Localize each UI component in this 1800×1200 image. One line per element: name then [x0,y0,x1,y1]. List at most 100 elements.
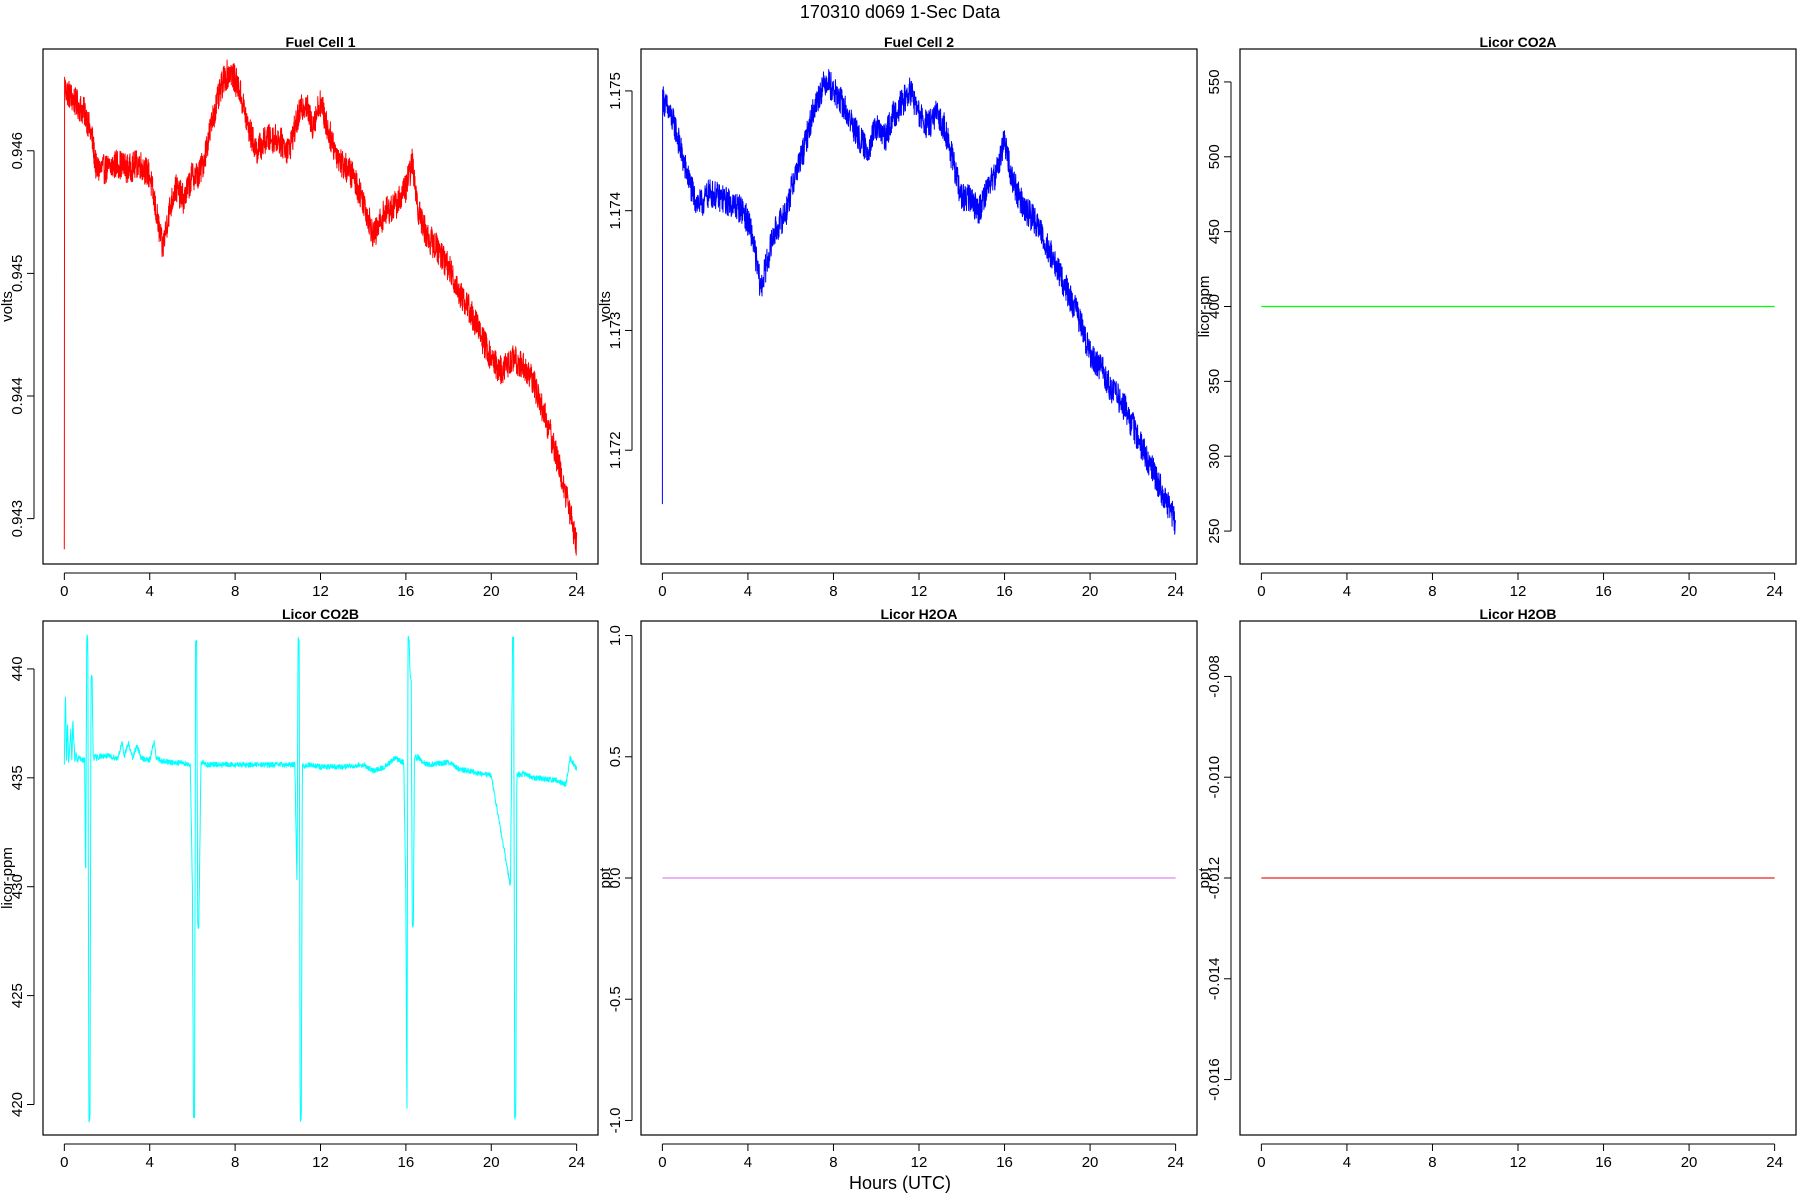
y-tick-label: 0.946 [9,132,26,170]
x-tick-label: 24 [568,583,585,600]
plot-frame [640,620,1198,1136]
x-tick-label: 0 [1257,583,1265,600]
x-tick-label: 24 [1766,1154,1783,1171]
y-tick-label: -0.010 [1206,756,1223,799]
x-tick-label: 12 [911,583,928,600]
x-tick-label: 0 [658,1154,666,1171]
y-tick-label: 1.172 [607,431,624,469]
x-tick-label: 20 [1082,1154,1099,1171]
x-tick-label: 24 [568,1154,585,1171]
x-tick-label: 4 [146,1154,154,1171]
panel-title: Licor H2OA [880,606,957,622]
x-tick-label: 8 [231,583,239,600]
y-tick-label: 1.175 [607,72,624,110]
plot-frame [1239,620,1797,1136]
panel-title: Licor CO2B [282,606,359,622]
y-tick-label: 420 [9,1092,26,1117]
x-tick-label: 16 [996,583,1013,600]
y-tick-label: 0.5 [607,746,624,767]
x-tick-label: 24 [1766,583,1783,600]
y-tick-label: -0.016 [1206,1058,1223,1101]
x-tick-label: 0 [60,1154,68,1171]
x-tick-label: 12 [312,1154,329,1171]
y-axis-label: licor-ppm [1196,276,1213,338]
x-tick-label: 4 [744,1154,752,1171]
figure-title: 170310 d069 1-Sec Data [800,2,1001,22]
y-tick-label: 350 [1206,369,1223,394]
x-tick-label: 4 [146,583,154,600]
panel-1: Fuel Cell 1 0 4 8 12 16 20 24 0.943 0.944 0.945 0.9… [0,34,599,600]
y-tick-label: 435 [9,765,26,790]
x-tick-label: 16 [996,1154,1013,1171]
y-tick-label: 0.944 [9,377,26,415]
y-tick-label: 1.174 [607,192,624,230]
figure-xlabel: Hours (UTC) [849,1173,951,1193]
y-tick-label: 1.173 [607,312,624,350]
y-tick-label: -0.012 [1206,857,1223,900]
x-tick-label: 4 [1343,583,1351,600]
panel-4: Licor CO2B 0 4 8 12 16 20 24 420 425 430 435 440 lico… [0,606,599,1171]
y-tick-label: 1.0 [607,625,624,646]
x-tick-label: 8 [829,1154,837,1171]
y-tick-label: 440 [9,656,26,681]
x-tick-label: 16 [1595,1154,1612,1171]
plot-frame [42,620,599,1136]
x-tick-label: 12 [911,1154,928,1171]
x-tick-label: 20 [1681,1154,1698,1171]
x-tick-label: 24 [1167,583,1184,600]
y-tick-label: -0.014 [1206,958,1223,1001]
y-tick-label: 0.0 [607,868,624,889]
panel-title: Licor CO2A [1479,34,1556,50]
y-tick-label: 0.945 [9,255,26,293]
x-tick-label: 4 [1343,1154,1351,1171]
y-axis-label: volts [597,291,614,322]
y-tick-label: -1.0 [607,1108,624,1134]
y-tick-label: 500 [1206,144,1223,169]
y-tick-label: -0.008 [1206,655,1223,698]
y-tick-label: 0.943 [9,500,26,538]
x-tick-label: 24 [1167,1154,1184,1171]
x-tick-label: 12 [1510,583,1527,600]
panel-title: Fuel Cell 2 [884,34,954,50]
y-axis-label: licor-ppm [0,847,16,909]
y-tick-label: 430 [9,874,26,899]
x-tick-label: 0 [658,583,666,600]
panel-title: Fuel Cell 1 [285,34,355,50]
y-tick-label: 250 [1206,519,1223,544]
panel-3: Licor CO2A 0 4 8 12 16 20 24 250 300 350 400 450 500 5… [1196,34,1797,600]
x-tick-label: 16 [1595,583,1612,600]
x-tick-label: 0 [1257,1154,1265,1171]
panels: Fuel Cell 1 0 4 8 12 16 20 24 0.943 0.944 0.945 0.9… [0,34,1797,1171]
x-tick-label: 0 [60,583,68,600]
plot-frame [42,48,599,565]
x-tick-label: 8 [1428,583,1436,600]
y-axis-label: ppt [597,867,614,889]
panel-6: Licor H2OB 0 4 8 12 16 20 24 -0.016 -0.014 -0.012 -… [1196,606,1797,1171]
x-tick-label: 8 [1428,1154,1436,1171]
panel-title: Licor H2OB [1479,606,1556,622]
x-tick-label: 20 [1082,583,1099,600]
series-line [63,59,578,556]
y-tick-label: 550 [1206,69,1223,94]
x-tick-label: 16 [398,583,415,600]
x-tick-label: 8 [231,1154,239,1171]
x-tick-label: 16 [398,1154,415,1171]
y-tick-label: -0.5 [607,986,624,1012]
y-axis-label: volts [0,291,16,322]
plot-frame [640,48,1198,565]
series-line [661,69,1177,535]
series-line [63,634,578,1123]
x-tick-label: 20 [1681,583,1698,600]
y-tick-label: 425 [9,983,26,1008]
y-axis-label: ppt [1196,867,1213,889]
panel-5: Licor H2OA 0 4 8 12 16 20 24 -1.0 -0.5 0.0 0.5 1.0 pp… [597,606,1198,1171]
plot-frame [1239,48,1797,565]
x-tick-label: 12 [312,583,329,600]
panel-2: Fuel Cell 2 0 4 8 12 16 20 24 1.172 1.173 1.174 1.1… [597,34,1198,600]
x-tick-label: 4 [744,583,752,600]
y-tick-label: 450 [1206,219,1223,244]
y-tick-label: 400 [1206,294,1223,319]
x-tick-label: 12 [1510,1154,1527,1171]
x-tick-label: 20 [483,1154,500,1171]
